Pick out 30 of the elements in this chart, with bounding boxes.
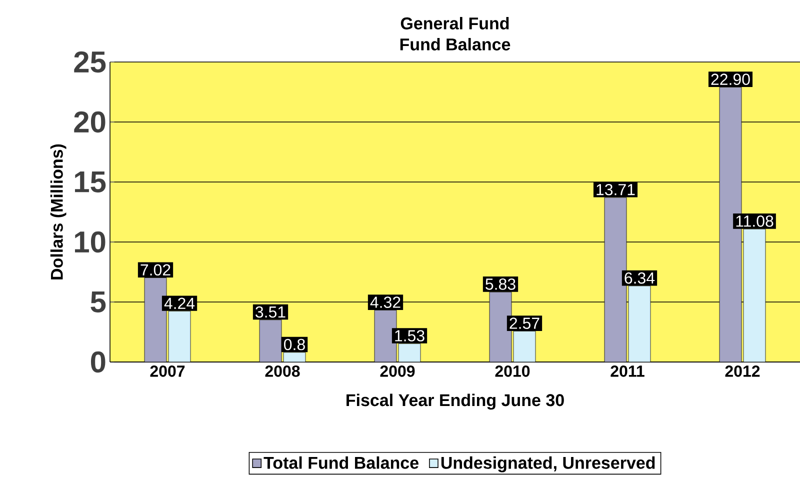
y-tick-label: 20 xyxy=(74,111,106,133)
data-label: 1.53 xyxy=(395,330,424,342)
y-tick-label: 25 xyxy=(74,51,106,73)
x-tick-label: 2011 xyxy=(610,366,644,377)
x-tick-label: 2008 xyxy=(265,366,300,377)
data-label: 3.51 xyxy=(256,306,286,318)
data-label: 0.8 xyxy=(284,338,305,350)
x-tick-label: 2007 xyxy=(150,366,185,377)
data-label: 7.02 xyxy=(140,264,170,276)
x-tick-label: 2012 xyxy=(725,366,760,377)
y-tick-label: 15 xyxy=(74,172,106,192)
y-tick-label: 5 xyxy=(90,292,106,312)
chart-subtitle: Fund Balance xyxy=(400,38,510,50)
data-label: 22.90 xyxy=(711,74,750,85)
data-label: 2.57 xyxy=(510,318,540,329)
data-label: 4.32 xyxy=(370,296,400,308)
data-label: 4.24 xyxy=(164,298,195,309)
y-tick-label: 10 xyxy=(74,231,106,253)
x-tick-label: 2010 xyxy=(495,366,530,377)
chart-title: General Fund xyxy=(400,16,509,30)
x-tick-label: 2009 xyxy=(380,366,415,377)
legend-label: Total Fund Balance xyxy=(264,456,418,469)
y-axis-title: Dollars (Millions) xyxy=(50,144,66,280)
data-label: 5.83 xyxy=(486,278,516,290)
data-label: 11.08 xyxy=(736,216,774,227)
y-tick-label: 0 xyxy=(90,351,106,373)
x-axis-title: Fiscal Year Ending June 30 xyxy=(346,394,564,410)
data-label: 6.34 xyxy=(624,272,655,284)
legend-label: Undesignated, Unreserved xyxy=(441,456,655,472)
data-label: 13.71 xyxy=(596,184,635,196)
